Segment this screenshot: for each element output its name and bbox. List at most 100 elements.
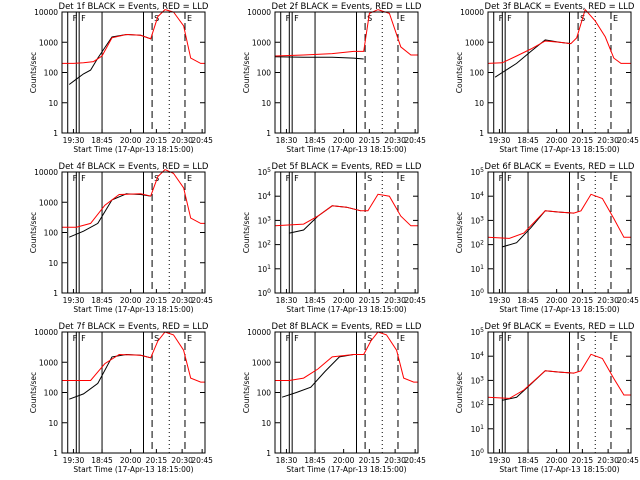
flag-letter: F [507, 14, 512, 23]
series-line-lld [274, 193, 418, 227]
x-tick-label: 20:30 [384, 456, 406, 465]
x-tick-label: 19:30 [489, 456, 511, 465]
x-axis-label: Start Time (17-Apr-13 18:15:00) [73, 145, 193, 154]
y-tick-label: 1000 [465, 38, 484, 47]
panel-det-2: Det 2f BLACK = Events, RED = LLD F F S E 1 10 1… [242, 2, 426, 154]
flag-letter: F [294, 334, 299, 343]
x-tick-label: 20:15 [359, 296, 381, 305]
y-axis-label: Counts/sec [242, 212, 251, 253]
plot-frame [487, 331, 632, 454]
panel-det-9: Det 9f BLACK = Events, RED = LLD F F S E 100 1… [455, 322, 639, 474]
x-tick-label: 20:15 [572, 136, 594, 145]
series-line-events [502, 210, 574, 248]
plot-frame [61, 171, 206, 294]
x-tick-label: 20:30 [384, 296, 406, 305]
panel-title: Det 2f BLACK = Events, RED = LLD [272, 2, 422, 12]
flag-letter: F [81, 334, 86, 343]
x-axis-label: Start Time (17-Apr-13 18:15:00) [286, 305, 406, 314]
y-tick-label: 100 [257, 69, 272, 78]
flag-letter: F [81, 14, 86, 23]
x-tick-label: 18:30 [276, 456, 298, 465]
y-tick-label: 102 [471, 240, 485, 250]
flag-letter: E [613, 14, 618, 23]
y-tick-label: 1000 [39, 198, 58, 207]
x-tick-label: 20:00 [546, 456, 568, 465]
flag-letter: F [294, 174, 299, 183]
x-tick-label: 20:00 [120, 296, 142, 305]
y-tick-label: 103 [471, 375, 485, 385]
x-tick-label: 18:30 [276, 296, 298, 305]
y-tick-label: 10 [261, 419, 271, 428]
y-tick-label: 10 [48, 259, 58, 268]
y-tick-label: 1 [53, 289, 58, 298]
flag-letter: F [294, 14, 299, 23]
flag-letter: S [580, 334, 585, 343]
y-tick-label: 10 [48, 419, 58, 428]
y-tick-label: 100 [471, 288, 485, 298]
x-tick-label: 19:30 [63, 456, 85, 465]
panel-det-8: Det 8f BLACK = Events, RED = LLD F F S E 1 10 1… [242, 322, 426, 474]
flag-letter: F [507, 334, 512, 343]
series-line-events [274, 56, 364, 60]
y-axis-label: Counts/sec [455, 212, 464, 253]
flag-letter: S [154, 14, 159, 23]
x-tick-label: 19:30 [63, 136, 85, 145]
series-line-lld [274, 9, 418, 57]
y-axis-label: Counts/sec [29, 52, 38, 93]
panel-det-5: Det 5f BLACK = Events, RED = LLD F F S E 100 1… [242, 162, 426, 314]
y-tick-label: 1000 [252, 38, 271, 47]
series-line-events [69, 353, 151, 400]
x-axis-label: Start Time (17-Apr-13 18:15:00) [73, 465, 193, 474]
x-tick-label: 20:45 [191, 136, 213, 145]
y-tick-label: 1 [266, 449, 271, 458]
y-tick-label: 101 [471, 424, 485, 434]
flag-letter: F [73, 334, 78, 343]
y-axis-label: Counts/sec [29, 372, 38, 413]
x-tick-label: 19:30 [63, 296, 85, 305]
series-line-lld [62, 9, 205, 64]
x-tick-label: 20:00 [546, 296, 568, 305]
x-axis-label: Start Time (17-Apr-13 18:15:00) [499, 145, 619, 154]
y-tick-label: 105 [258, 167, 272, 177]
y-tick-label: 103 [471, 215, 485, 225]
y-tick-label: 104 [258, 191, 272, 201]
x-tick-label: 20:45 [617, 456, 639, 465]
y-tick-label: 105 [471, 167, 485, 177]
y-tick-label: 100 [258, 288, 272, 298]
y-tick-label: 10000 [247, 328, 271, 337]
x-axis-label: Start Time (17-Apr-13 18:15:00) [73, 305, 193, 314]
y-tick-label: 1 [479, 129, 484, 138]
series-line-events [289, 205, 361, 234]
series-line-events [281, 354, 364, 398]
y-tick-label: 105 [471, 327, 485, 337]
panel-det-6: Det 6f BLACK = Events, RED = LLD F F S E 100 1… [455, 162, 639, 314]
y-axis-label: Counts/sec [455, 52, 464, 93]
x-tick-label: 20:00 [333, 136, 355, 145]
series-line-lld [487, 353, 631, 399]
y-tick-label: 10000 [247, 8, 271, 17]
y-tick-label: 100 [44, 229, 59, 238]
panel-det-7: Det 7f BLACK = Events, RED = LLD F F S E 1 10 1… [29, 322, 213, 474]
panel-title: Det 9f BLACK = Events, RED = LLD [485, 322, 635, 332]
x-tick-label: 20:00 [546, 136, 568, 145]
panel-title: Det 8f BLACK = Events, RED = LLD [272, 322, 422, 332]
series-line-lld [487, 8, 631, 64]
x-tick-label: 20:45 [404, 296, 426, 305]
x-axis-label: Start Time (17-Apr-13 18:15:00) [499, 305, 619, 314]
y-tick-label: 102 [471, 400, 485, 410]
y-tick-label: 100 [471, 448, 485, 458]
panel-det-1: Det 1f BLACK = Events, RED = LLD F F S E 1 10 1… [29, 2, 213, 154]
x-tick-label: 20:30 [597, 456, 619, 465]
flag-letter: S [580, 174, 585, 183]
x-tick-label: 20:45 [191, 456, 213, 465]
y-tick-label: 100 [44, 389, 59, 398]
y-tick-label: 1 [266, 129, 271, 138]
x-tick-label: 20:00 [333, 456, 355, 465]
y-tick-label: 10000 [460, 8, 484, 17]
x-tick-label: 20:45 [617, 136, 639, 145]
y-tick-label: 102 [258, 240, 272, 250]
x-tick-label: 20:30 [384, 136, 406, 145]
